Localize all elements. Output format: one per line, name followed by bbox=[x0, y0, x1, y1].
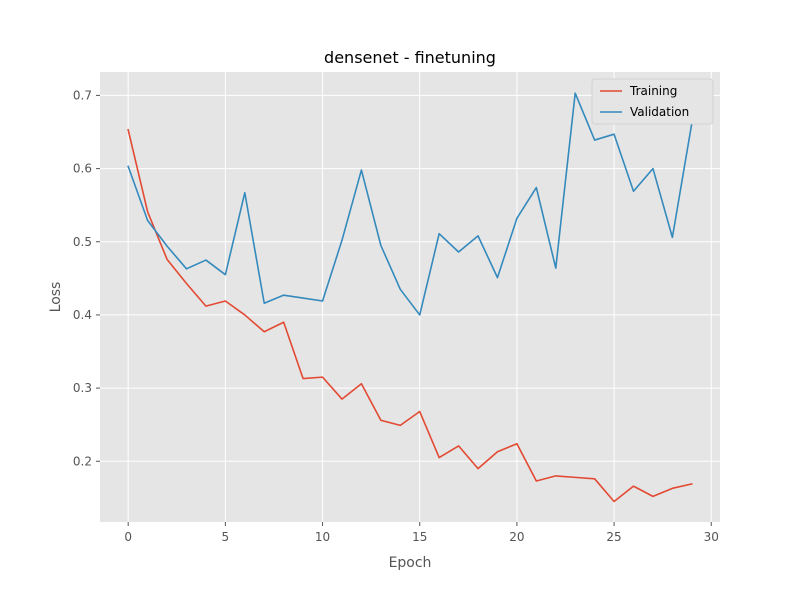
axis-ticks: 0 5 10 15 20 25 30 0.2 0.3 0.4 0.5 0.6 0.7 bbox=[73, 88, 719, 544]
legend-label: Validation bbox=[630, 105, 689, 119]
x-tick-label: 0 bbox=[124, 530, 132, 544]
x-tick-label: 10 bbox=[315, 530, 330, 544]
x-axis-label: Epoch bbox=[389, 555, 432, 571]
legend-label: Training bbox=[629, 84, 677, 98]
series-line-training bbox=[127, 128, 693, 503]
y-tick-label: 0.5 bbox=[73, 235, 92, 249]
y-tick-label: 0.2 bbox=[73, 454, 92, 468]
series-line-validation bbox=[127, 92, 693, 316]
y-tick-label: 0.3 bbox=[73, 381, 92, 395]
y-tick-label: 0.7 bbox=[73, 88, 92, 102]
x-tick-label: 5 bbox=[222, 530, 230, 544]
legend-box bbox=[591, 78, 714, 125]
legend: Training Validation bbox=[591, 78, 714, 125]
x-tick-label: 15 bbox=[412, 530, 427, 544]
y-tick-label: 0.6 bbox=[73, 162, 92, 176]
x-tick-label: 25 bbox=[606, 530, 621, 544]
y-tick-label: 0.4 bbox=[73, 308, 92, 322]
plot-area bbox=[100, 72, 720, 522]
chart-title: densenet - finetuning bbox=[324, 48, 496, 67]
x-tick-label: 30 bbox=[704, 530, 719, 544]
grid bbox=[100, 72, 720, 522]
y-axis-label: Loss bbox=[48, 282, 64, 313]
x-tick-label: 20 bbox=[509, 530, 524, 544]
series-lines bbox=[127, 92, 693, 503]
